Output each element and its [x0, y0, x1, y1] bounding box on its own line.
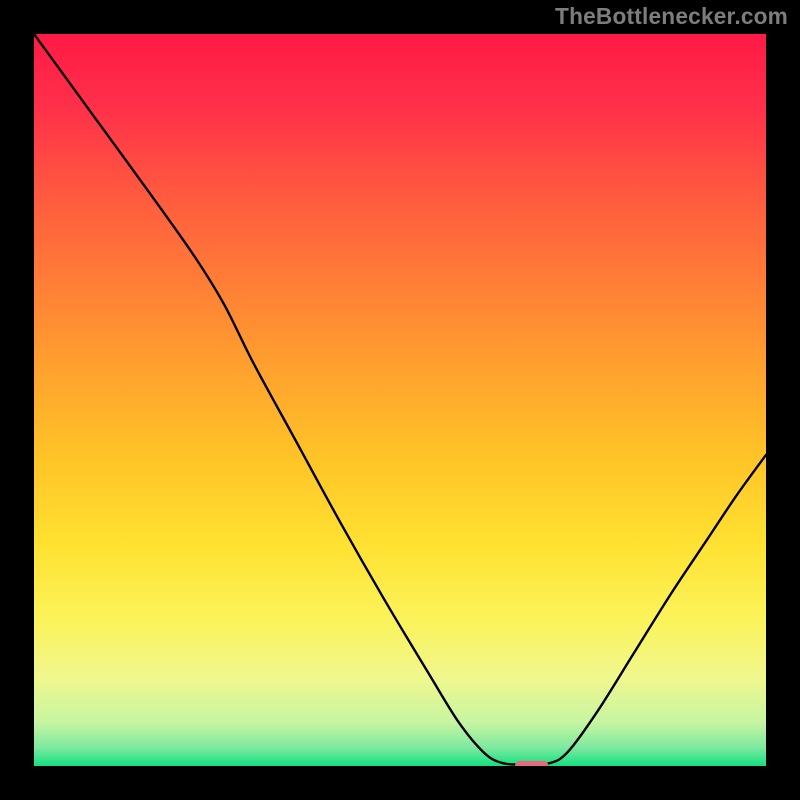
chart-svg — [0, 0, 800, 800]
stage: TheBottlenecker.com — [0, 0, 800, 800]
optimal-marker — [515, 761, 549, 771]
plot-background — [34, 34, 766, 766]
